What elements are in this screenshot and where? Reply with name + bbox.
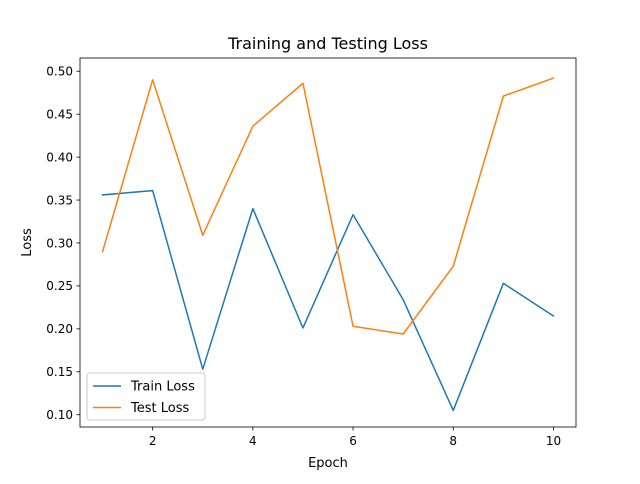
x-tick-label: 4 — [249, 434, 257, 448]
x-tick-label: 6 — [349, 434, 357, 448]
y-tick-label: 0.45 — [46, 107, 73, 121]
plot-area-frame — [79, 57, 577, 428]
legend-label: Test Loss — [130, 401, 189, 416]
series-line-test-loss — [101, 77, 555, 335]
y-tick-label: 0.35 — [46, 193, 73, 207]
legend: Train Loss Test Loss — [86, 372, 206, 421]
legend-label: Train Loss — [130, 380, 195, 395]
series-lines — [101, 77, 555, 412]
y-tick-label: 0.40 — [46, 150, 73, 164]
series-line-train-loss — [101, 189, 555, 412]
chart-title: Training and Testing Loss — [227, 34, 428, 53]
x-tick-label: 10 — [546, 434, 561, 448]
y-axis-label: Loss — [20, 228, 35, 257]
y-tick-label: 0.20 — [46, 322, 73, 336]
y-tick-label: 0.10 — [46, 408, 73, 422]
x-axis-ticks: 2 4 6 8 10 — [149, 427, 561, 448]
x-tick-label: 8 — [449, 434, 457, 448]
x-tick-label: 2 — [149, 434, 157, 448]
x-axis-label: Epoch — [308, 456, 348, 471]
y-tick-label: 0.50 — [46, 65, 73, 79]
y-tick-label: 0.30 — [46, 236, 73, 250]
y-tick-label: 0.15 — [46, 365, 73, 379]
y-axis-ticks: 0.10 0.15 0.20 0.25 0.30 0.35 0.40 0.45 0.50 — [46, 65, 80, 422]
y-tick-label: 0.25 — [46, 279, 73, 293]
